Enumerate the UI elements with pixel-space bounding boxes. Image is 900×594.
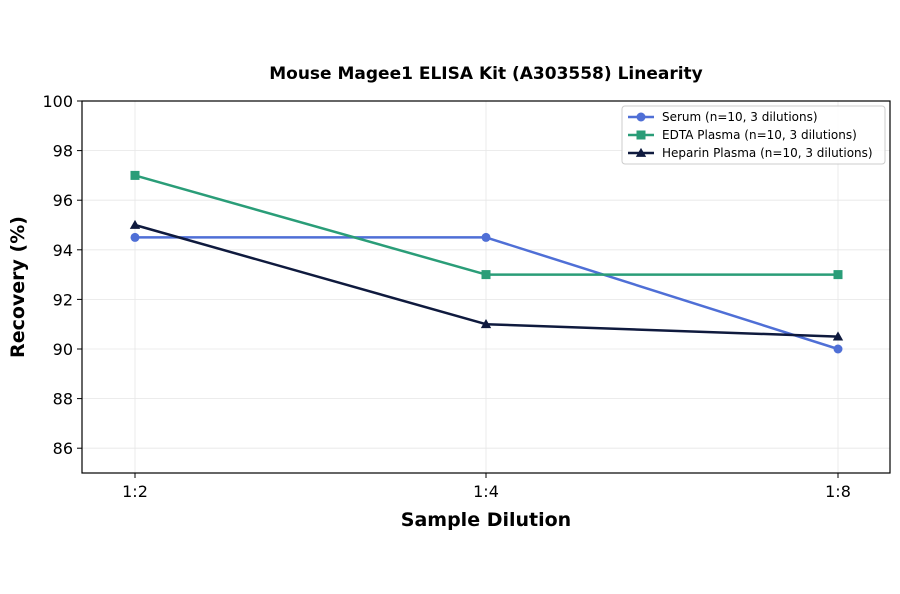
legend-entry: Heparin Plasma (n=10, 3 dilutions) xyxy=(628,146,873,160)
data-point xyxy=(481,232,491,242)
data-point xyxy=(833,344,843,354)
series-line xyxy=(134,174,838,276)
y-tick-label: 92 xyxy=(53,290,73,309)
legend-entry: EDTA Plasma (n=10, 3 dilutions) xyxy=(628,128,857,142)
data-point xyxy=(832,331,844,341)
data-point xyxy=(129,219,141,229)
y-tick-label: 94 xyxy=(53,241,73,260)
series xyxy=(129,219,844,341)
y-axis-label: Recovery (%) xyxy=(7,216,29,358)
series xyxy=(130,232,843,354)
data-point xyxy=(480,319,492,329)
data-point xyxy=(130,170,140,180)
data-point xyxy=(481,270,491,280)
data-point xyxy=(635,147,647,157)
series xyxy=(130,170,843,280)
y-tick-label: 88 xyxy=(53,390,73,409)
data-point xyxy=(636,130,646,140)
data-point xyxy=(130,232,140,242)
legend-label: Heparin Plasma (n=10, 3 dilutions) xyxy=(662,146,873,160)
x-tick-label: 1:4 xyxy=(473,482,499,501)
data-point xyxy=(833,270,843,280)
x-axis-label: Sample Dilution xyxy=(401,509,571,531)
legend-entry: Serum (n=10, 3 dilutions) xyxy=(628,110,818,124)
legend-box xyxy=(621,105,886,165)
x-tick-label: 1:2 xyxy=(122,482,148,501)
y-tick-label: 98 xyxy=(53,142,73,161)
chart-title: Mouse Magee1 ELISA Kit (A303558) Lineari… xyxy=(269,64,703,84)
y-tick-label: 96 xyxy=(53,191,73,210)
y-tick-label: 90 xyxy=(53,340,73,359)
series-layer xyxy=(129,170,844,354)
legend-label: EDTA Plasma (n=10, 3 dilutions) xyxy=(662,128,857,142)
y-axis-ticks: 86 88 90 92 94 96 98 100 xyxy=(42,92,82,458)
legend-label: Serum (n=10, 3 dilutions) xyxy=(662,110,818,124)
y-tick-label: 100 xyxy=(42,92,73,111)
legend: Serum (n=10, 3 dilutions) EDTA Plasma (n=… xyxy=(621,105,886,165)
x-axis-ticks: 1:2 1:4 1:8 xyxy=(122,473,851,501)
x-tick-label: 1:8 xyxy=(825,482,851,501)
data-point xyxy=(636,112,646,122)
y-tick-label: 86 xyxy=(53,439,73,458)
